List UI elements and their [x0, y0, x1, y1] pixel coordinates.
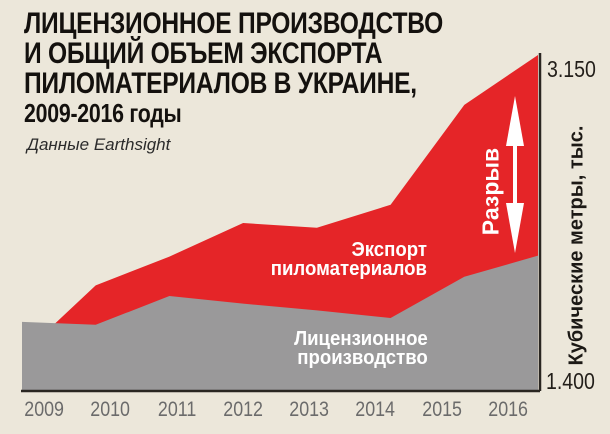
x-axis-year-label: 2011 [157, 398, 196, 421]
gap-annotation-label: Разрыв [477, 147, 504, 236]
production-area-series [22, 255, 538, 391]
x-axis-year-label: 2012 [223, 398, 263, 421]
y-axis-max-label: 3.150 [547, 56, 596, 82]
export-series-label-line-1: Экспорт [351, 239, 427, 261]
production-series-label-line-2: производство [297, 347, 428, 369]
production-series-label-line-1: Лицензионное [294, 328, 428, 350]
page-title-line-2: И ОБЩИЙ ОБЪЕМ ЭКСПОРТА [24, 37, 383, 70]
page-title-line-3: ПИЛОМАТЕРИАЛОВ В УКРАИНЕ, [24, 67, 417, 100]
y-axis-title: Кубические метры, тыс. [565, 125, 588, 366]
axis-lines [21, 53, 542, 393]
y-axis-min-label: 1.400 [546, 368, 595, 394]
production-series-label: Лицензионное производство [294, 328, 428, 369]
x-axis-year-label: 2010 [90, 398, 131, 421]
x-axis-year-label: 2016 [488, 398, 528, 421]
x-axis-year-label: 2009 [24, 398, 64, 421]
title-subtitle: 2009-2016 годы [24, 98, 182, 128]
page-title: ЛИЦЕНЗИОННОЕ ПРОИЗВОДСТВО И ОБЩИЙ ОБЪЕМ … [24, 9, 532, 127]
export-series-label: Экспорт пиломатериалов [270, 239, 427, 280]
x-axis-year-labels: 2009 2010 2011 2012 2013 2014 2015 2016 [11, 398, 541, 421]
gap-arrow [506, 96, 524, 253]
export-series-label-line-2: пиломатериалов [270, 258, 427, 280]
x-axis-year-label: 2013 [289, 398, 329, 421]
x-axis-year-label: 2015 [421, 398, 462, 421]
x-axis-year-label: 2014 [355, 398, 396, 421]
source-credit: Данные Earthsight [27, 135, 171, 154]
page-title-line-1: ЛИЦЕНЗИОННОЕ ПРОИЗВОДСТВО [24, 7, 444, 40]
